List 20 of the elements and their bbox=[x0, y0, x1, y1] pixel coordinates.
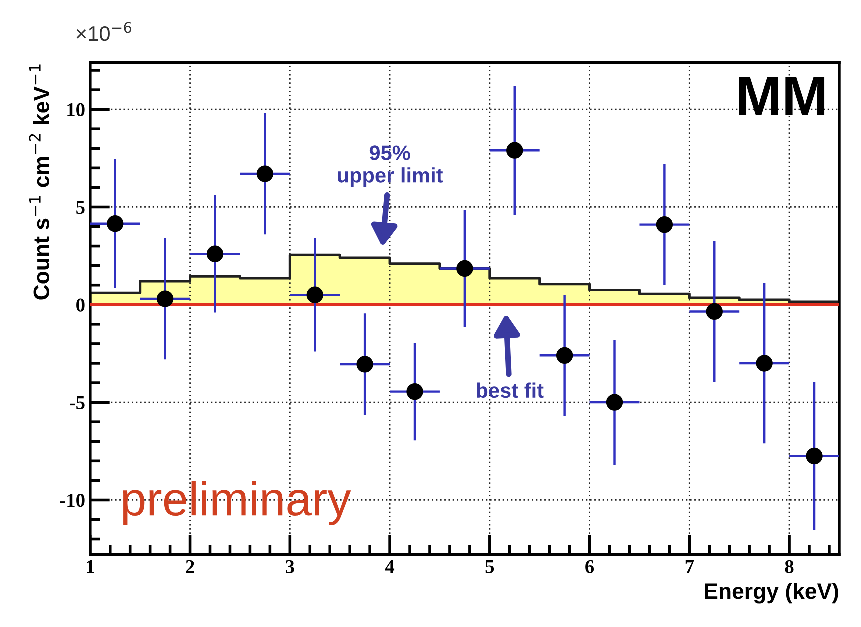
annotation: preliminary bbox=[123, 481, 352, 526]
x-tick-label: 4 bbox=[385, 560, 395, 574]
y-axis-title: Count s$^{−1}$ cm$^{−2}$ keV$^{−1}$ bbox=[29, 64, 50, 300]
annotation: MM bbox=[739, 77, 825, 116]
text: ×10$^{−6}$ bbox=[76, 22, 132, 42]
y-tick-label: 0 bbox=[76, 298, 85, 312]
x-tick-label: 3 bbox=[286, 560, 294, 574]
y-tick-label: 10 bbox=[68, 103, 85, 117]
annotation: best fit bbox=[477, 382, 544, 398]
y-tick-label: 5 bbox=[76, 201, 85, 214]
x-tick-label: 2 bbox=[186, 560, 194, 574]
x-tick-label: 8 bbox=[785, 560, 794, 574]
x-tick-label: 1 bbox=[87, 560, 94, 574]
y-tick-label: -10 bbox=[60, 494, 85, 508]
annotation: 95% upper limit bbox=[338, 146, 444, 187]
x-tick-label: 6 bbox=[586, 560, 594, 574]
y-tick-label: -5 bbox=[70, 396, 85, 410]
x-axis-title: Energy (keV) bbox=[705, 582, 838, 604]
x-tick-label: 5 bbox=[486, 560, 494, 574]
x-tick-label: 7 bbox=[686, 560, 694, 574]
